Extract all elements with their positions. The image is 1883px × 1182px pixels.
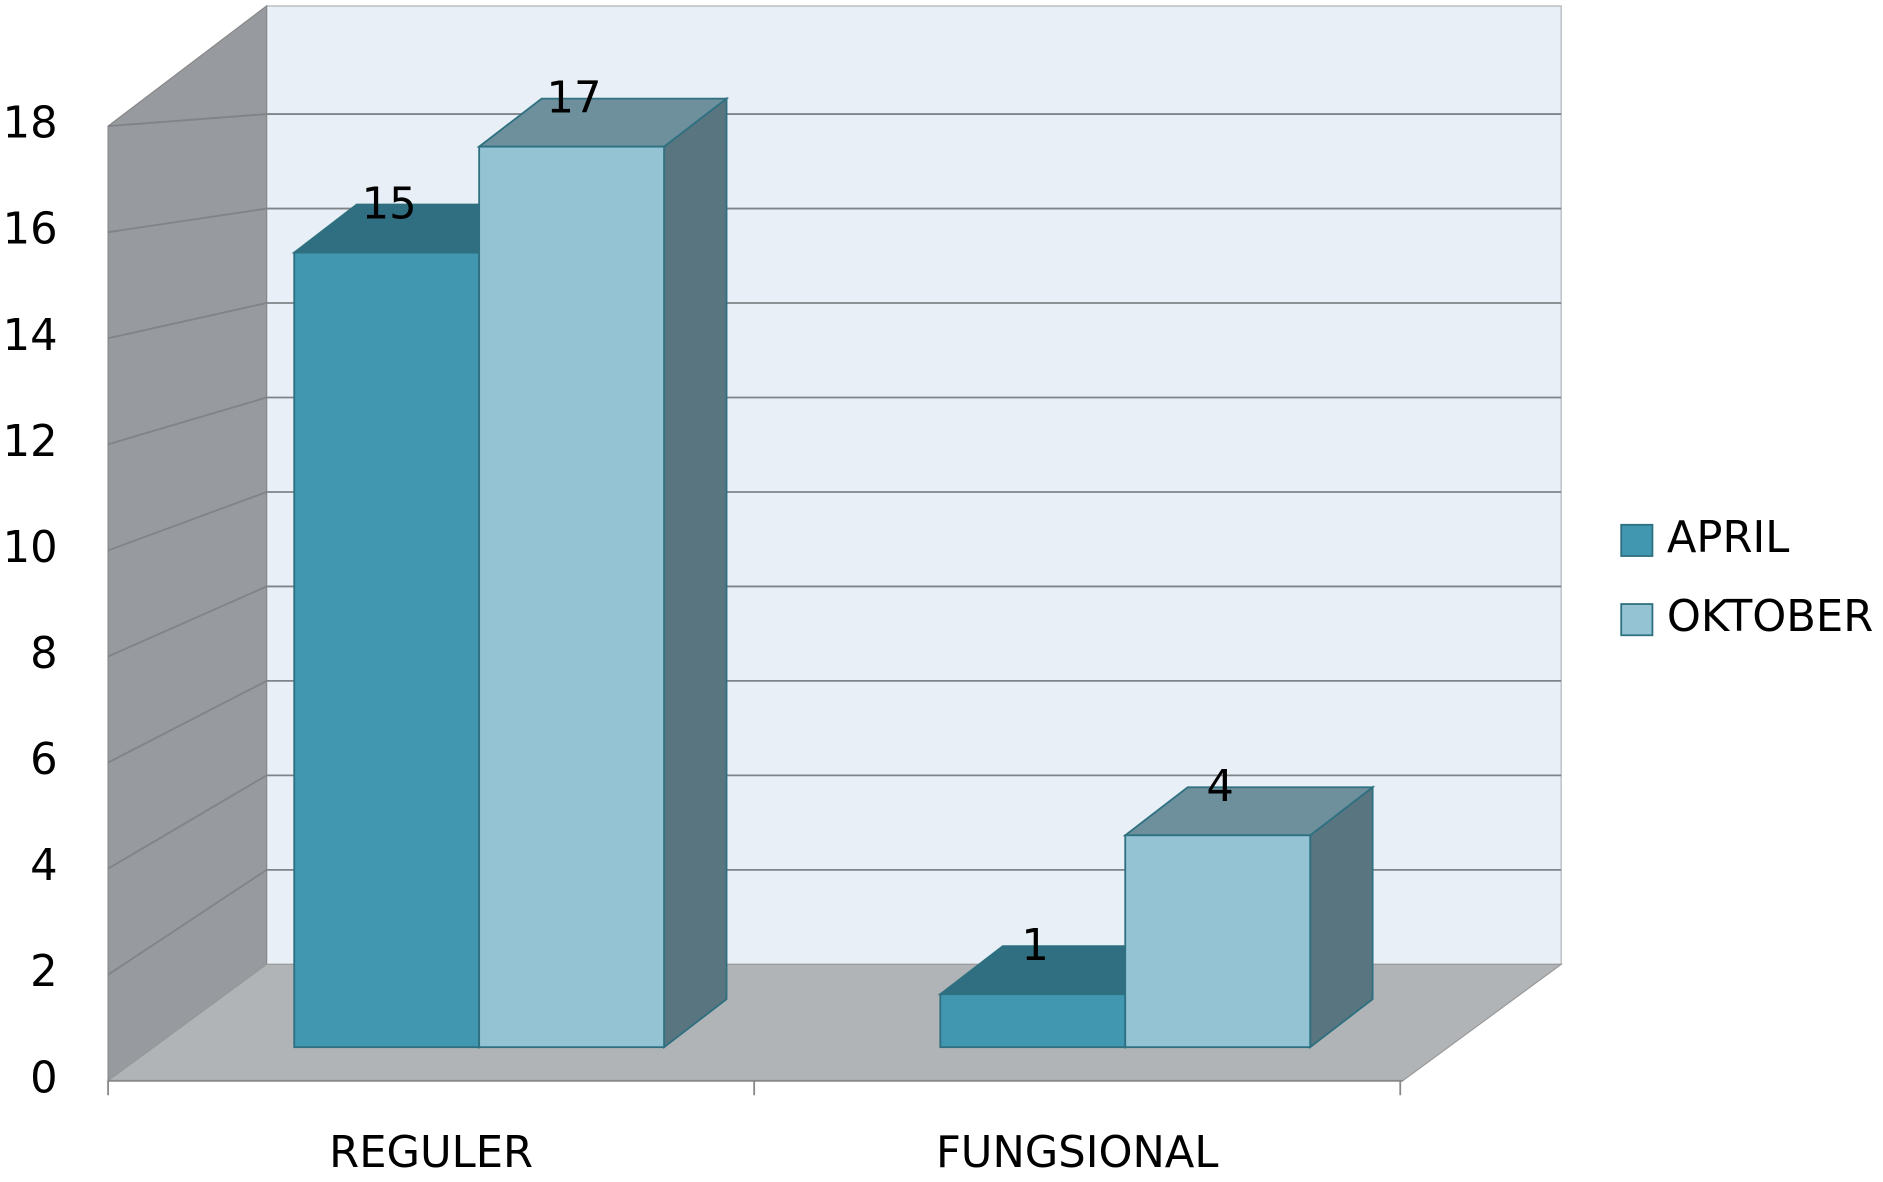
y-tick-label: 16 <box>3 205 58 255</box>
grid-line <box>107 774 1562 870</box>
data-label: 17 <box>547 74 602 124</box>
grid-line <box>107 396 1562 446</box>
legend-swatch <box>1620 523 1654 557</box>
y-tick-label: 2 <box>30 947 58 997</box>
plot: 0 2 4 6 8 10 12 14 16 18 REGULER FUNGSIONAL 15 1 APRIL… <box>3 4 1873 1178</box>
bar-front <box>1124 834 1312 1049</box>
y-tick-label: 12 <box>3 417 58 467</box>
y-tick-label: 18 <box>3 99 58 149</box>
y-tick-label: 14 <box>3 311 58 361</box>
grid-line <box>107 302 1562 340</box>
x-tick-label: FUNGSIONAL <box>936 1128 1218 1178</box>
bar-side <box>663 96 728 1050</box>
y-tick-label: 10 <box>3 523 58 573</box>
legend-label: APRIL <box>1667 513 1789 563</box>
bar-front <box>293 251 481 1049</box>
y-tick-label: 0 <box>30 1053 58 1103</box>
grid-line <box>108 113 1562 127</box>
bar <box>476 96 730 1050</box>
grid-line <box>107 680 1562 764</box>
legend-swatch <box>1620 603 1654 637</box>
grid-line <box>107 585 1562 658</box>
x-tick-label: REGULER <box>329 1128 533 1178</box>
data-label: 15 <box>362 179 417 229</box>
y-tick-label: 8 <box>30 629 58 679</box>
bar-front <box>478 145 665 1049</box>
bar-front <box>939 993 1127 1049</box>
grid-line <box>107 491 1562 552</box>
grid-line <box>107 207 1562 234</box>
y-tick-label: 4 <box>30 841 58 891</box>
legend-label: OKTOBER <box>1667 592 1873 642</box>
side-wall <box>107 4 268 1082</box>
bar <box>1122 785 1376 1050</box>
data-label: 1 <box>1021 921 1049 971</box>
y-tick-label: 6 <box>30 735 58 785</box>
data-label: 4 <box>1206 762 1234 812</box>
